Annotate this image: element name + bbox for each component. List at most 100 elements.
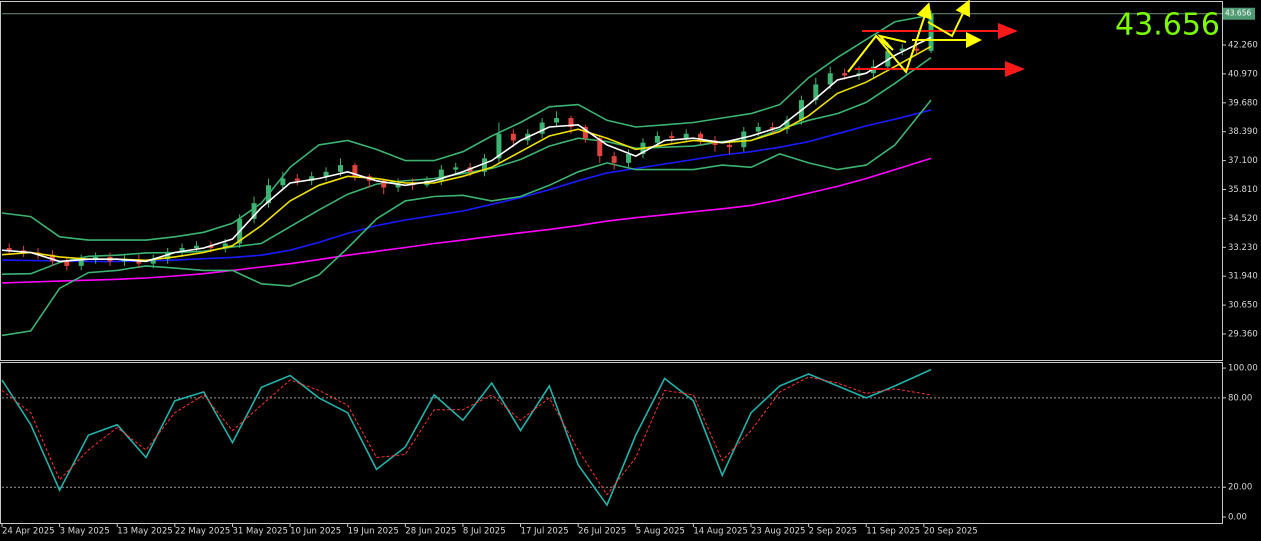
- candle-body: [208, 245, 214, 248]
- candle-body: [510, 133, 516, 141]
- candle-body: [222, 243, 228, 248]
- indicator-line: [1, 376, 932, 496]
- candle-body: [323, 171, 329, 177]
- x-tick-label: 19 Jun 2025: [348, 527, 399, 537]
- y-tick-label: 80.00: [1228, 393, 1252, 403]
- candle-body: [928, 13, 934, 51]
- moving-average: [1, 36, 932, 263]
- candle-body: [669, 135, 675, 139]
- y-tick-label: 29.360: [1228, 330, 1258, 340]
- candle-body: [683, 133, 689, 139]
- candle-body: [755, 127, 761, 132]
- candle-body: [539, 122, 545, 134]
- x-tick-label: 26 Jul 2025: [578, 527, 626, 537]
- x-tick-label: 3 May 2025: [60, 527, 110, 537]
- x-tick-label: 28 Jun 2025: [405, 527, 456, 537]
- oscillator-panel: [0, 362, 1223, 524]
- last-price-tag: [1223, 7, 1255, 20]
- candle-body: [698, 133, 704, 141]
- candle-body: [597, 138, 603, 157]
- candle-body: [179, 247, 185, 253]
- candle-body: [482, 158, 488, 172]
- candle-body: [741, 131, 747, 148]
- annotations: [847, 0, 1025, 77]
- x-tick-label: 20 Sep 2025: [924, 527, 978, 537]
- y-tick-label: 100.00: [1228, 364, 1258, 374]
- last-price-large: 43.656: [1115, 8, 1220, 43]
- indicator-line: [1, 99, 932, 337]
- candle-body: [352, 165, 358, 177]
- candle-body: [251, 203, 257, 219]
- indicator-line: [1, 157, 932, 284]
- candle-body: [78, 259, 84, 266]
- candle-body: [265, 185, 271, 204]
- x-tick-label: 8 Jul 2025: [463, 527, 506, 537]
- candle-body: [770, 127, 776, 130]
- candle-body: [165, 252, 171, 260]
- candle-body: [626, 153, 632, 163]
- y-tick-label: 0.00: [1228, 513, 1247, 523]
- candle-body: [64, 261, 70, 266]
- candle-body: [784, 120, 790, 130]
- y-tick-label: 33.230: [1228, 243, 1258, 253]
- candle-body: [827, 73, 833, 85]
- candle-body: [280, 178, 286, 186]
- candle-body: [294, 178, 300, 181]
- candle-body: [309, 176, 315, 181]
- candle-body: [49, 254, 55, 262]
- candle-body: [654, 135, 660, 143]
- y-tick-label: 30.650: [1228, 301, 1258, 311]
- y-tick-label: 34.520: [1228, 214, 1258, 224]
- y-tick-label: 31.940: [1228, 272, 1258, 282]
- indicator-line: [1, 56, 932, 275]
- y-tick-label: 35.810: [1228, 185, 1258, 195]
- candle-body: [582, 127, 588, 139]
- x-tick-label: 31 May 2025: [232, 527, 287, 537]
- candle-body: [395, 183, 401, 188]
- candle-body: [381, 180, 387, 188]
- candle-body: [6, 247, 12, 251]
- plot-layer: 29.360 30.650 31.940 33.230 34.520 35.810 37.1…: [1, 7, 1258, 537]
- y-tick-label: 37.100: [1228, 156, 1258, 166]
- y-tick-label: 20.00: [1228, 483, 1252, 493]
- candle-body: [150, 259, 156, 264]
- candle-body: [885, 50, 891, 67]
- candle-body: [726, 144, 732, 148]
- x-tick-label: 17 Jul 2025: [521, 527, 569, 537]
- candle-body: [496, 133, 502, 159]
- candle-body: [193, 245, 199, 248]
- x-tick-label: 11 Sep 2025: [866, 527, 920, 537]
- x-tick-label: 2 Sep 2025: [809, 527, 857, 537]
- candle-body: [568, 118, 574, 128]
- price-panel: [0, 1, 1223, 361]
- x-tick-label: 23 Aug 2025: [751, 527, 805, 537]
- indicator-line: [1, 109, 932, 263]
- x-tick-label: 13 May 2025: [117, 527, 172, 537]
- x-tick-label: 24 Apr 2025: [2, 527, 55, 537]
- last-price-label: 43.656: [1225, 9, 1251, 18]
- candle-body: [914, 48, 920, 51]
- wave-arrow: [875, 34, 907, 51]
- candle-body: [554, 118, 560, 123]
- x-tick-label: 5 Aug 2025: [636, 527, 685, 537]
- candle-body: [337, 165, 343, 172]
- x-tick-label: 22 May 2025: [175, 527, 230, 537]
- y-tick-label: 39.680: [1228, 98, 1258, 108]
- y-tick-label: 38.390: [1228, 127, 1258, 137]
- candle-body: [611, 156, 617, 163]
- projection-arrow: [927, 0, 970, 38]
- x-tick-label: 14 Aug 2025: [693, 527, 747, 537]
- candle-body: [842, 73, 848, 76]
- y-tick-label: 42.260: [1228, 41, 1258, 51]
- candle-body: [899, 48, 905, 51]
- candle-body: [813, 84, 819, 101]
- indicator-line: [1, 368, 932, 507]
- moving-average: [1, 45, 932, 262]
- indicator-line: [1, 14, 932, 241]
- x-tick-label: 10 Jun 2025: [290, 527, 341, 537]
- y-tick-label: 40.970: [1228, 69, 1258, 79]
- candle-body: [453, 167, 459, 170]
- candle-body: [93, 256, 99, 260]
